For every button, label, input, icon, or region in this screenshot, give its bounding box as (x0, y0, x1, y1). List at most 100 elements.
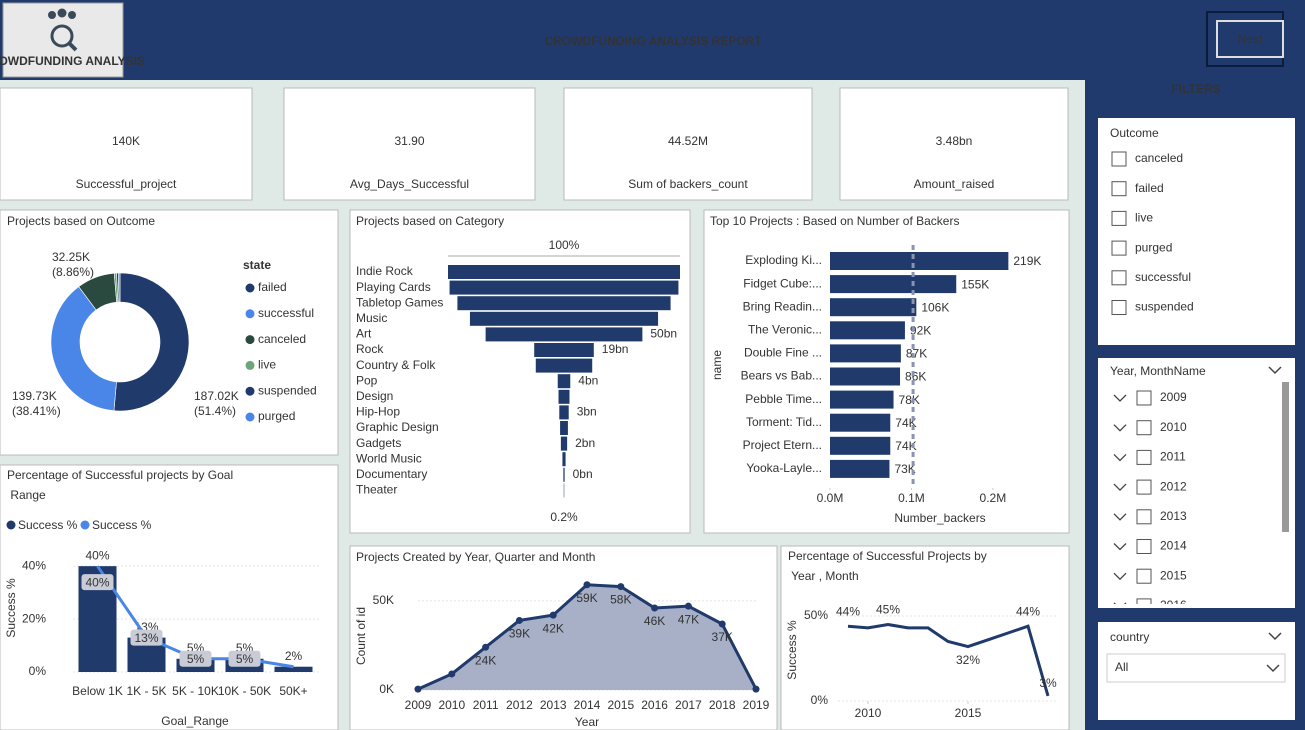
data-label: 74K (895, 416, 916, 430)
chart-title: Projects based on Outcome (7, 214, 155, 228)
data-label: 187.02K (194, 389, 239, 403)
slicer-item: 2016 (1160, 598, 1187, 612)
page-title: CROWDFUNDING ANALYSIS REPORT (544, 34, 762, 48)
legend-label: live (258, 358, 276, 372)
y-tick-label: 50% (804, 608, 828, 622)
category-label: Fidget Cube:... (743, 276, 822, 290)
data-label: 5% (187, 652, 205, 666)
legend-swatch (245, 335, 255, 345)
data-label: 32.25K (52, 250, 90, 264)
scrollbar (1282, 382, 1289, 532)
y-axis-title: Count of id (354, 607, 368, 665)
dropdown-chevron (1268, 632, 1282, 641)
chart-panel (0, 464, 339, 730)
slicer-item: 2015 (1160, 568, 1187, 582)
bar (830, 436, 891, 455)
chart-title: Percentage of Successful Projects by Yea… (788, 549, 987, 583)
data-label: 2bn (575, 436, 595, 450)
checkbox[interactable] (1111, 181, 1127, 197)
x-tick-label: 2016 (641, 698, 668, 712)
checkbox[interactable] (1111, 300, 1127, 315)
legend-swatch (245, 360, 255, 370)
x-tick-label: 5K - 10K (172, 684, 219, 698)
x-tick-label: 2009 (405, 698, 432, 712)
bar (830, 344, 901, 363)
expand-chevron[interactable] (1113, 453, 1127, 462)
category-label: Country & Folk (356, 358, 436, 372)
data-label: 74K (895, 439, 916, 453)
category-label: Tabletop Games (356, 295, 443, 309)
checkbox[interactable] (1111, 270, 1127, 286)
x-tick-label: 50K+ (279, 684, 307, 698)
funnel-bar (557, 374, 571, 389)
checkbox[interactable] (1136, 509, 1152, 525)
x-tick-label: 0.2M (980, 491, 1007, 505)
category-label: Double Fine ... (744, 346, 822, 360)
checkbox[interactable] (1136, 479, 1152, 495)
expand-chevron[interactable] (1113, 572, 1127, 581)
data-label: (38.41%) (12, 404, 61, 418)
checkbox[interactable] (1136, 390, 1152, 406)
funnel-bar (457, 296, 671, 311)
kpi-value: 140K (112, 134, 140, 148)
kpi-label: Sum of backers_count (628, 177, 748, 191)
category-label: Project Etern... (743, 438, 822, 452)
data-label: (8.86%) (52, 265, 94, 279)
checkbox[interactable] (1111, 210, 1127, 226)
x-tick-label: 1K - 5K (126, 684, 166, 698)
category-label: Pop (356, 373, 378, 387)
kpi-card (283, 87, 536, 201)
chart-title: Top 10 Projects : Based on Number of Bac… (710, 214, 959, 228)
checkbox[interactable] (1111, 151, 1127, 167)
x-axis-title: Goal_Range (161, 714, 229, 728)
y-tick-label: 0% (29, 664, 47, 678)
y-axis-title: Success % (4, 578, 18, 638)
kpi-value: 44.52M (668, 134, 708, 148)
data-label: 47K (678, 612, 699, 626)
next-button-label: Next (1238, 32, 1263, 46)
x-tick-label: 2017 (675, 698, 702, 712)
point (752, 685, 760, 693)
expand-chevron[interactable] (1113, 424, 1127, 432)
checkbox[interactable] (1136, 420, 1152, 436)
legend-swatch (245, 386, 255, 396)
slicer (1098, 118, 1295, 345)
donut-slice (50, 286, 117, 412)
dropdown[interactable] (1106, 653, 1286, 683)
area-fill (418, 584, 756, 690)
legend-label: Success % (92, 518, 152, 532)
expand-chevron[interactable] (1113, 394, 1127, 402)
category-label: Hip-Hop (356, 405, 400, 419)
data-label-box (179, 650, 212, 667)
bar (830, 252, 1009, 270)
legend-title: state (243, 258, 271, 272)
checkbox[interactable] (1136, 598, 1152, 613)
expand-chevron[interactable] (1113, 513, 1127, 521)
next-button-frame[interactable] (1216, 20, 1284, 58)
expand-chevron[interactable] (1113, 483, 1127, 492)
legend-label: failed (258, 280, 287, 294)
checkbox[interactable] (1111, 240, 1127, 256)
funnel-bar (485, 327, 643, 342)
expand-chevron[interactable] (1113, 543, 1127, 551)
funnel-bar (560, 436, 568, 451)
point (515, 616, 523, 624)
checkbox[interactable] (1136, 568, 1152, 584)
checkbox[interactable] (1136, 539, 1152, 554)
category-label: Design (356, 389, 393, 403)
legend-label: purged (258, 409, 295, 423)
data-label: 78K (899, 393, 920, 407)
x-tick-label: 2011 (473, 698, 499, 712)
data-label: 40% (85, 575, 109, 589)
data-label: 45% (876, 603, 900, 617)
checkbox[interactable] (1136, 449, 1152, 465)
slicer-title: country (1110, 630, 1149, 644)
kpi-card (839, 87, 1069, 201)
x-tick-label: 2019 (743, 698, 770, 712)
kpi-value: 3.48bn (936, 134, 973, 148)
bar (830, 413, 891, 432)
logo-icon (48, 8, 78, 52)
category-label: Indie Rock (356, 264, 414, 278)
x-tick-label: 2014 (574, 698, 601, 712)
